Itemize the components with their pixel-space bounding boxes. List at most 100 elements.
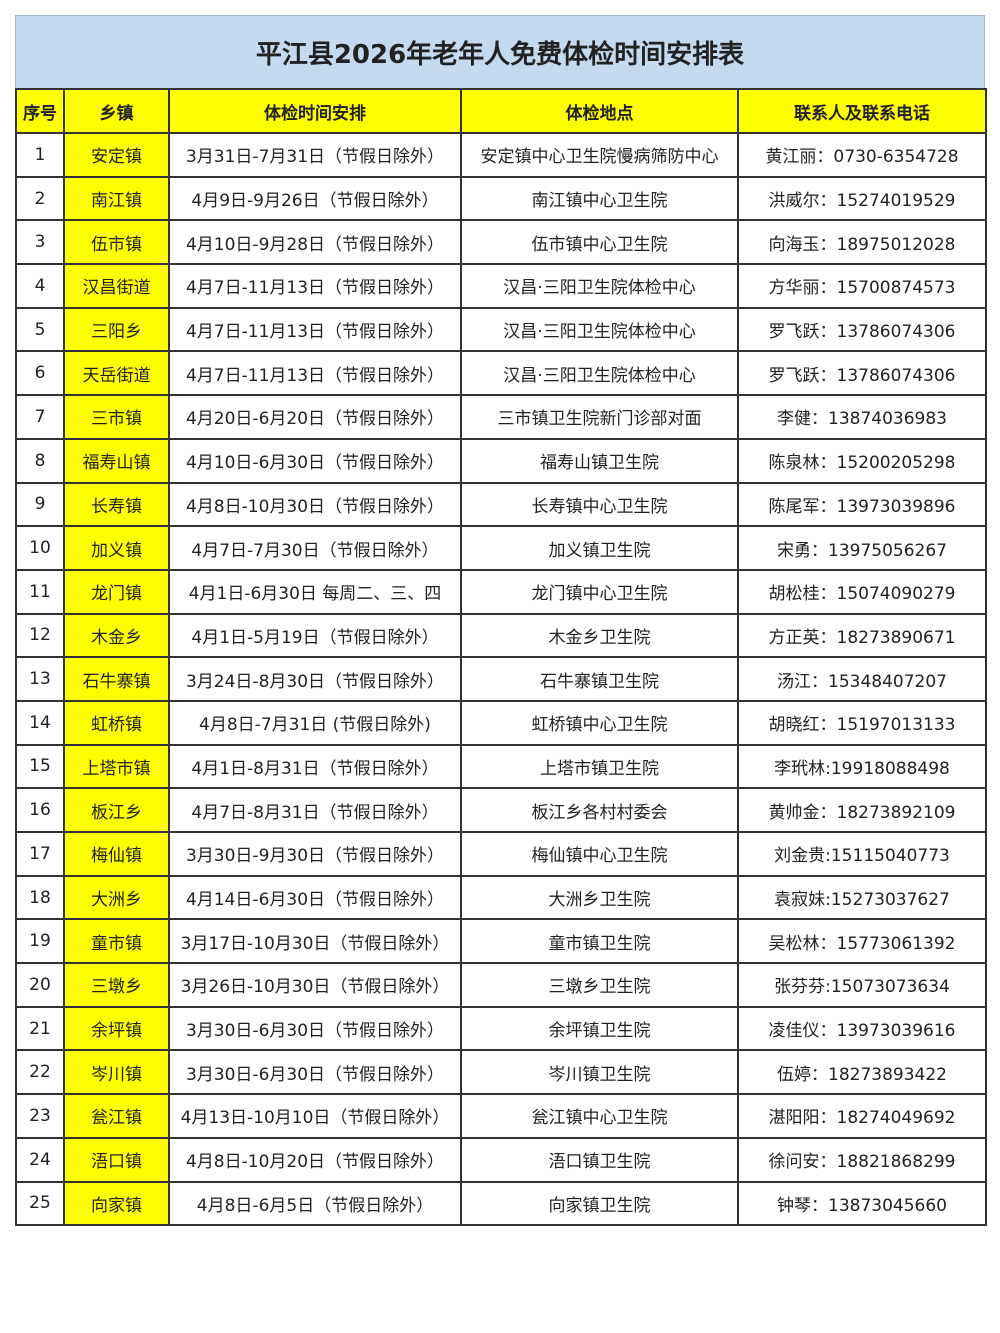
cell-location: 安定镇中心卫生院慢病筛防中心 <box>460 132 739 178</box>
cell-location: 木金乡卫生院 <box>460 612 739 659</box>
cell-town: 板江乡 <box>63 787 170 833</box>
cell-town: 三市镇 <box>63 394 170 440</box>
table-row: 17 梅仙镇 3月30日-9月30日（节假日除外） 梅仙镇中心卫生院 刘金贵:15115… <box>15 831 987 877</box>
cell-schedule: 3月24日-8月30日（节假日除外） <box>168 656 462 702</box>
header-town: 乡镇 <box>63 88 170 134</box>
cell-contact: 黄帅金：18273892109 <box>737 787 987 833</box>
cell-contact: 吴松林：15773061392 <box>737 918 987 965</box>
cell-contact: 伍婷：18273893422 <box>737 1049 987 1096</box>
header-location: 体检地点 <box>460 88 739 134</box>
table-row: 23 瓮江镇 4月13日-10月10日（节假日除外） 瓮江镇中心卫生院 湛阳阳：1827… <box>15 1093 987 1139</box>
cell-schedule: 4月7日-11月13日（节假日除外） <box>168 263 462 309</box>
cell-schedule: 4月8日-6月5日（节假日除外） <box>168 1180 462 1227</box>
cell-location: 浯口镇卫生院 <box>460 1136 739 1183</box>
table-row: 5 三阳乡 4月7日-11月13日（节假日除外） 汉昌·三阳卫生院体检中心 罗飞跃：13… <box>15 306 987 353</box>
cell-contact: 向海玉：18975012028 <box>737 219 987 266</box>
cell-schedule: 4月1日-6月30日 每周二、三、四 <box>168 568 462 615</box>
header-row: 序号 乡镇 体检时间安排 体检地点 联系人及联系电话 <box>15 88 987 134</box>
cell-contact: 钟琴：13873045660 <box>737 1180 987 1227</box>
cell-index: 25 <box>15 1180 65 1227</box>
cell-contact: 湛阳阳：18274049692 <box>737 1093 987 1139</box>
cell-town: 三墩乡 <box>63 962 170 1008</box>
table-row: 21 余坪镇 3月30日-6月30日（节假日除外） 余坪镇卫生院 凌佳仪：1397303… <box>15 1005 987 1052</box>
table-row: 12 木金乡 4月1日-5月19日（节假日除外） 木金乡卫生院 方正英：18273890… <box>15 612 987 659</box>
table-row: 20 三墩乡 3月26日-10月30日（节假日除外） 三墩乡卫生院 张芬芬:150730… <box>15 962 987 1008</box>
cell-index: 8 <box>15 437 65 484</box>
cell-index: 17 <box>15 831 65 877</box>
cell-index: 18 <box>15 874 65 921</box>
cell-schedule: 3月30日-6月30日（节假日除外） <box>168 1005 462 1052</box>
cell-schedule: 3月17日-10月30日（节假日除外） <box>168 918 462 965</box>
table-row: 22 岑川镇 3月30日-6月30日（节假日除外） 岑川镇卫生院 伍婷：18273893… <box>15 1049 987 1096</box>
cell-schedule: 3月30日-9月30日（节假日除外） <box>168 831 462 877</box>
table-row: 18 大洲乡 4月14日-6月30日（节假日除外） 大洲乡卫生院 袁寂妹:1527303… <box>15 874 987 921</box>
cell-contact: 汤江：15348407207 <box>737 656 987 702</box>
cell-schedule: 4月20日-6月20日（节假日除外） <box>168 394 462 440</box>
cell-contact: 方正英：18273890671 <box>737 612 987 659</box>
cell-schedule: 3月31日-7月31日（节假日除外） <box>168 132 462 178</box>
cell-index: 22 <box>15 1049 65 1096</box>
table-row: 14 虹桥镇 4月8日-7月31日 (节假日除外) 虹桥镇中心卫生院 胡晓红：15197… <box>15 699 987 746</box>
cell-index: 14 <box>15 699 65 746</box>
cell-contact: 罗飞跃：13786074306 <box>737 306 987 353</box>
cell-town: 汉昌街道 <box>63 263 170 309</box>
cell-location: 余坪镇卫生院 <box>460 1005 739 1052</box>
cell-town: 加义镇 <box>63 525 170 571</box>
table-row: 25 向家镇 4月8日-6月5日（节假日除外） 向家镇卫生院 钟琴：1387304566… <box>15 1180 987 1227</box>
table-row: 15 上塔市镇 4月1日-8月31日（节假日除外） 上塔市镇卫生院 李玳林:199180… <box>15 743 987 790</box>
cell-index: 4 <box>15 263 65 309</box>
cell-town: 大洲乡 <box>63 874 170 921</box>
cell-contact: 李健：13874036983 <box>737 394 987 440</box>
table-row: 9 长寿镇 4月8日-10月30日（节假日除外） 长寿镇中心卫生院 陈尾军：139730… <box>15 481 987 528</box>
cell-location: 岑川镇卫生院 <box>460 1049 739 1096</box>
cell-town: 向家镇 <box>63 1180 170 1227</box>
table-row: 13 石牛寨镇 3月24日-8月30日（节假日除外） 石牛寨镇卫生院 汤江：153484… <box>15 656 987 702</box>
cell-contact: 张芬芬:15073073634 <box>737 962 987 1008</box>
cell-index: 21 <box>15 1005 65 1052</box>
table-row: 8 福寿山镇 4月10日-6月30日（节假日除外） 福寿山镇卫生院 陈泉林：152002… <box>15 437 987 484</box>
cell-schedule: 4月7日-8月31日（节假日除外） <box>168 787 462 833</box>
table-row: 2 南江镇 4月9日-9月26日（节假日除外） 南江镇中心卫生院 洪威尔：1527401… <box>15 175 987 222</box>
cell-location: 长寿镇中心卫生院 <box>460 481 739 528</box>
cell-schedule: 4月8日-7月31日 (节假日除外) <box>168 699 462 746</box>
cell-location: 向家镇卫生院 <box>460 1180 739 1227</box>
cell-schedule: 4月14日-6月30日（节假日除外） <box>168 874 462 921</box>
cell-schedule: 3月30日-6月30日（节假日除外） <box>168 1049 462 1096</box>
table-row: 19 童市镇 3月17日-10月30日（节假日除外） 童市镇卫生院 吴松林：157730… <box>15 918 987 965</box>
cell-index: 11 <box>15 568 65 615</box>
cell-location: 福寿山镇卫生院 <box>460 437 739 484</box>
cell-schedule: 4月8日-10月20日（节假日除外） <box>168 1136 462 1183</box>
cell-location: 梅仙镇中心卫生院 <box>460 831 739 877</box>
cell-town: 南江镇 <box>63 175 170 222</box>
cell-schedule: 4月10日-6月30日（节假日除外） <box>168 437 462 484</box>
cell-index: 20 <box>15 962 65 1008</box>
cell-contact: 胡晓红：15197013133 <box>737 699 987 746</box>
cell-town: 长寿镇 <box>63 481 170 528</box>
cell-contact: 徐问安：18821868299 <box>737 1136 987 1183</box>
cell-town: 浯口镇 <box>63 1136 170 1183</box>
cell-contact: 袁寂妹:15273037627 <box>737 874 987 921</box>
cell-town: 余坪镇 <box>63 1005 170 1052</box>
cell-town: 上塔市镇 <box>63 743 170 790</box>
cell-contact: 黄江丽：0730-6354728 <box>737 132 987 178</box>
table-row: 7 三市镇 4月20日-6月20日（节假日除外） 三市镇卫生院新门诊部对面 李健：138… <box>15 394 987 440</box>
cell-schedule: 4月9日-9月26日（节假日除外） <box>168 175 462 222</box>
cell-location: 虹桥镇中心卫生院 <box>460 699 739 746</box>
cell-location: 石牛寨镇卫生院 <box>460 656 739 702</box>
cell-index: 23 <box>15 1093 65 1139</box>
schedule-sheet: 平江县2026年老年人免费体检时间安排表 序号 乡镇 体检时间安排 体检地点 联… <box>15 15 987 1227</box>
cell-location: 汉昌·三阳卫生院体检中心 <box>460 350 739 397</box>
cell-town: 木金乡 <box>63 612 170 659</box>
cell-location: 瓮江镇中心卫生院 <box>460 1093 739 1139</box>
cell-contact: 方华丽：15700874573 <box>737 263 987 309</box>
table-row: 1 安定镇 3月31日-7月31日（节假日除外） 安定镇中心卫生院慢病筛防中心 黄江丽：… <box>15 132 987 178</box>
cell-contact: 陈泉林：15200205298 <box>737 437 987 484</box>
cell-contact: 罗飞跃：13786074306 <box>737 350 987 397</box>
cell-town: 安定镇 <box>63 132 170 178</box>
cell-town: 梅仙镇 <box>63 831 170 877</box>
cell-town: 福寿山镇 <box>63 437 170 484</box>
table-row: 10 加义镇 4月7日-7月30日（节假日除外） 加义镇卫生院 宋勇：139750562… <box>15 525 987 571</box>
cell-index: 9 <box>15 481 65 528</box>
cell-index: 24 <box>15 1136 65 1183</box>
cell-index: 12 <box>15 612 65 659</box>
